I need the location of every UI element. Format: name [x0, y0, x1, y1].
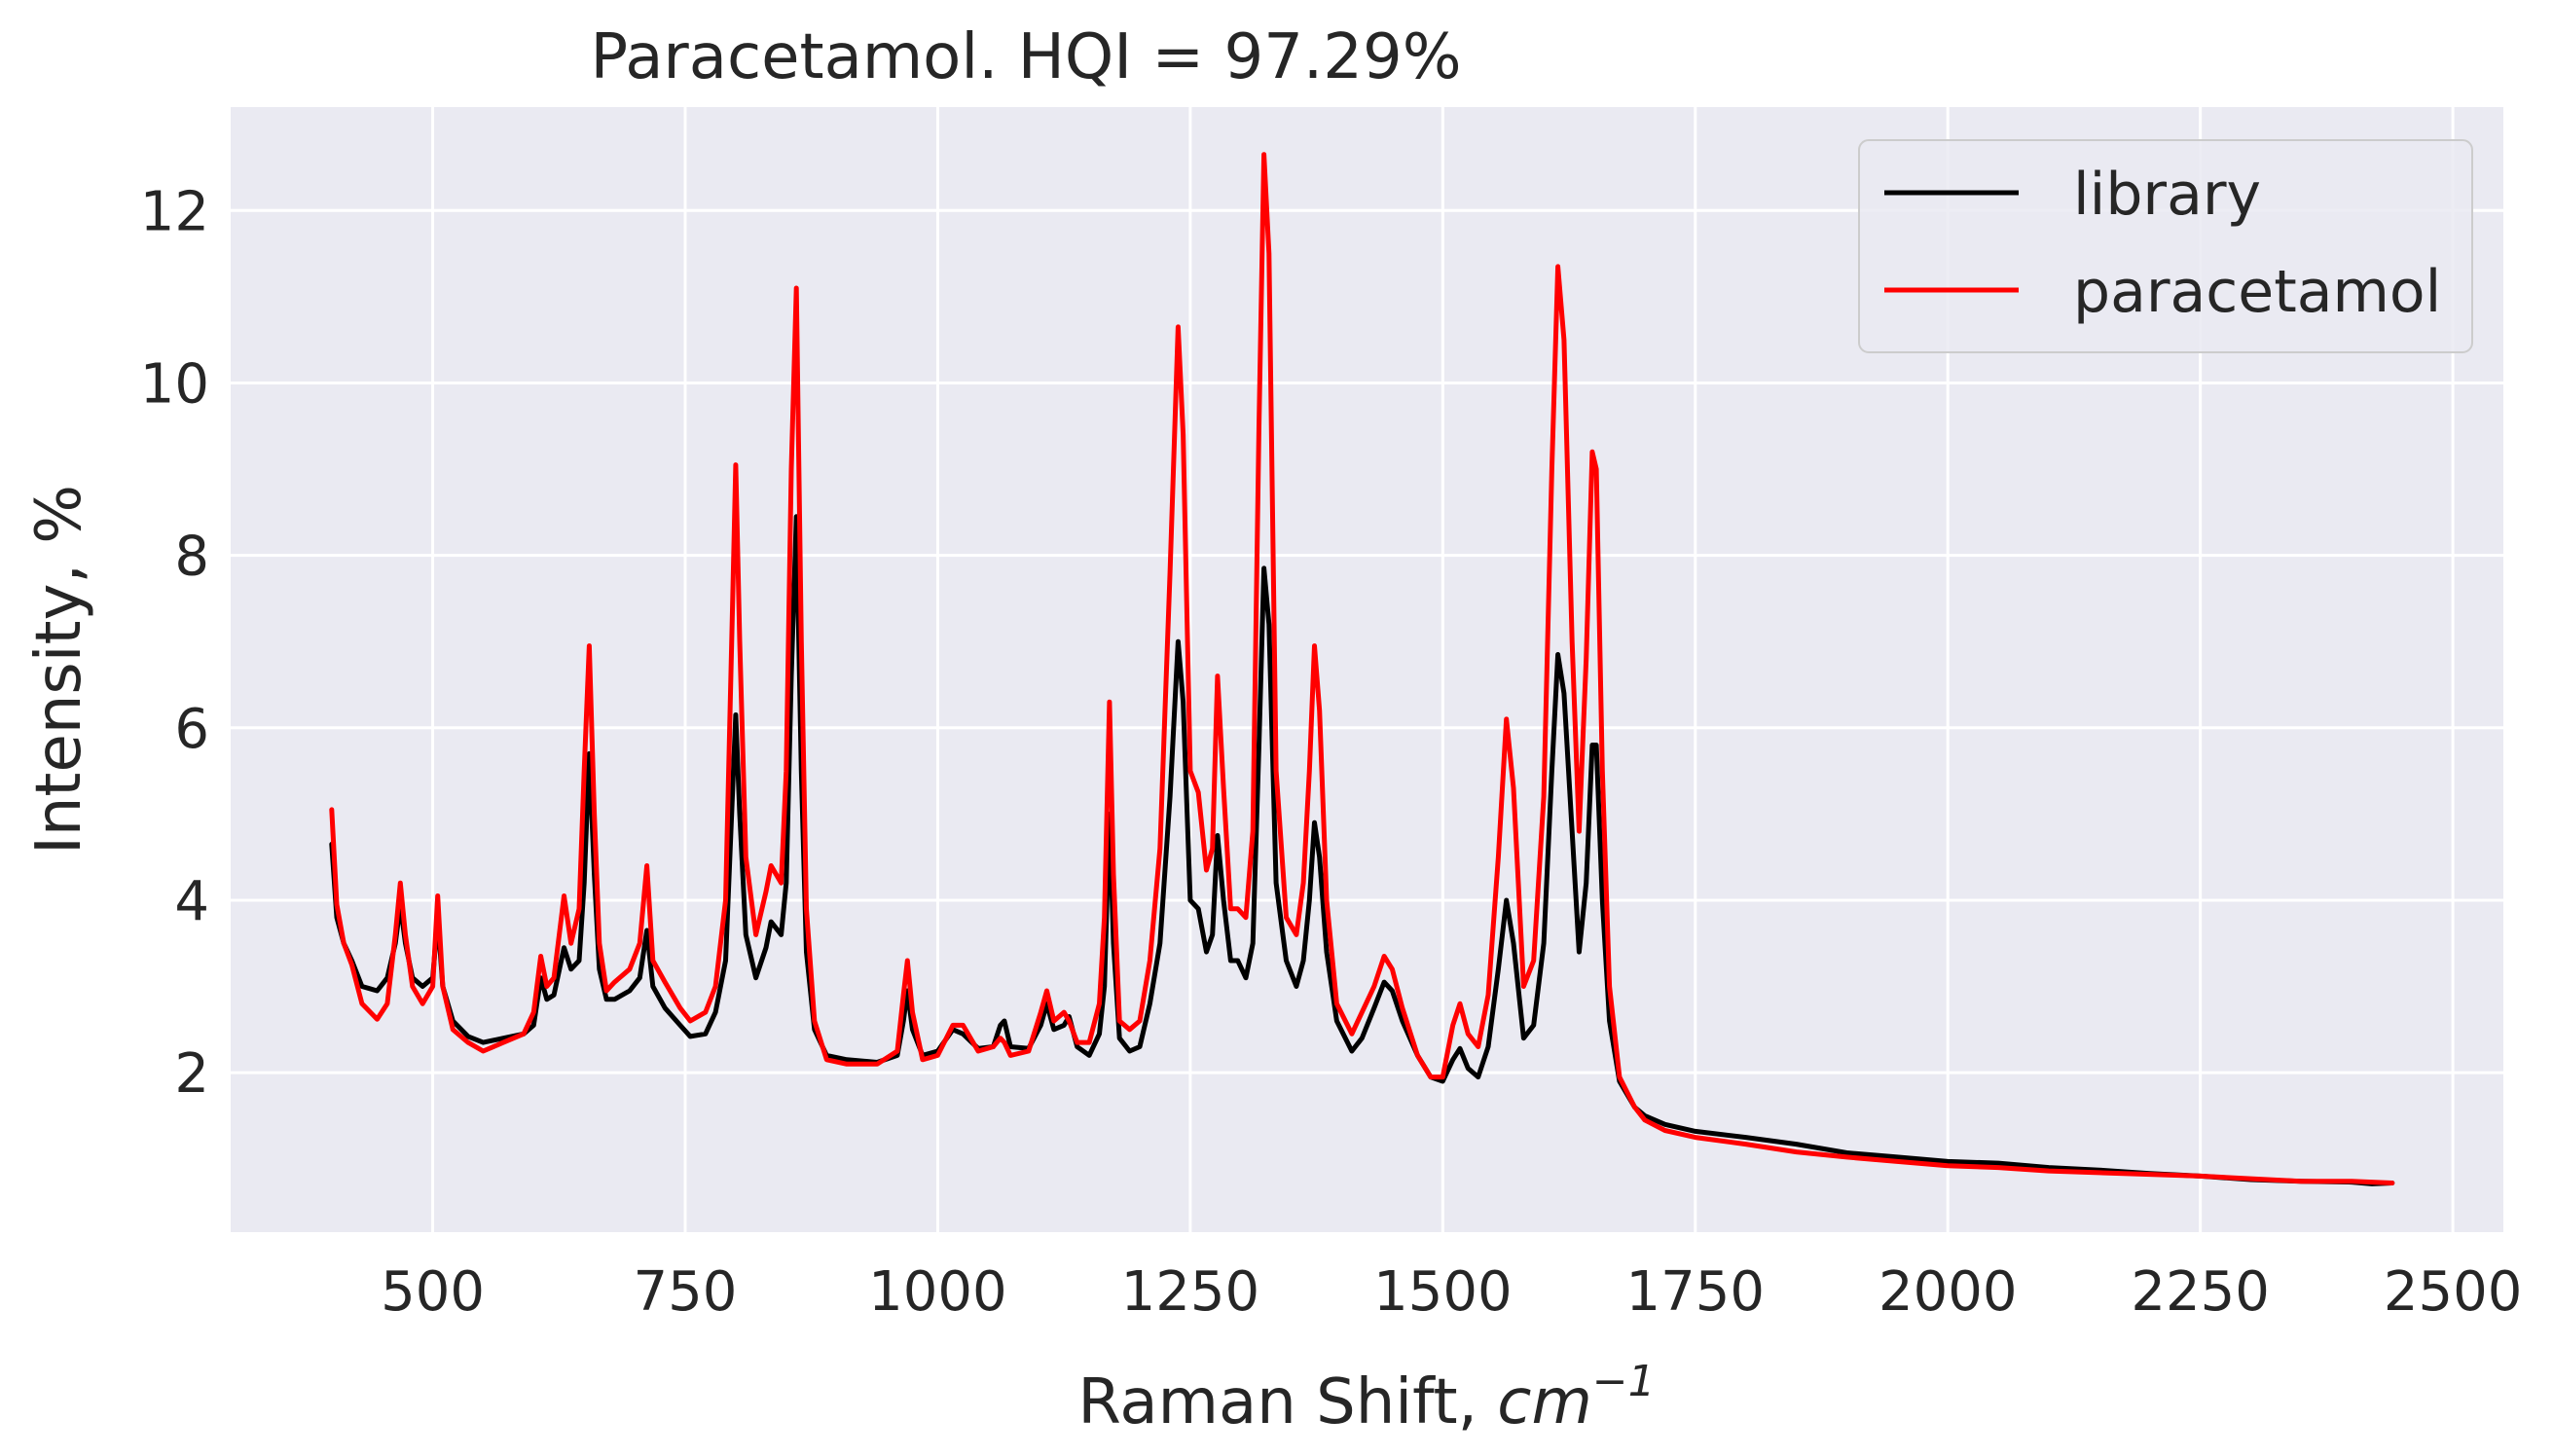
x-tick-label: 1500	[1373, 1260, 1513, 1324]
series-lines	[329, 152, 2395, 1186]
y-tick-labels: 2 4 6 8 10 12	[140, 180, 209, 1106]
y-axis-label: Intensity, %	[23, 485, 95, 855]
y-tick-label: 12	[140, 180, 209, 243]
x-tick-label: 2250	[2131, 1260, 2270, 1324]
y-tick-label: 4	[174, 870, 209, 933]
series-line-paracetamol	[329, 152, 2395, 1185]
x-tick-labels: 500 750 1000 1250 1500 1750 2000 2250 2500	[381, 1260, 2522, 1324]
x-tick-label: 1000	[868, 1260, 1007, 1324]
y-tick-label: 2	[174, 1042, 209, 1106]
x-tick-label: 750	[634, 1260, 738, 1324]
chart-title: Paracetamol. HQI = 97.29%	[590, 21, 1461, 93]
legend: library paracetamol	[1858, 139, 2473, 353]
x-tick-label: 2000	[1878, 1260, 2018, 1324]
legend-label-paracetamol: paracetamol	[2073, 258, 2441, 326]
x-tick-label: 500	[381, 1260, 485, 1324]
y-tick-label: 10	[140, 352, 209, 416]
x-axis-label-unit: cm	[1497, 1366, 1592, 1438]
y-tick-label: 8	[174, 526, 209, 589]
y-tick-label: 6	[174, 698, 209, 761]
x-tick-label: 1250	[1121, 1260, 1260, 1324]
x-axis-label-exponent: −1	[1592, 1357, 1656, 1406]
x-axis-label-text: Raman Shift,	[1077, 1366, 1497, 1438]
series-line-library	[329, 514, 2395, 1186]
legend-label-library: library	[2073, 161, 2261, 229]
x-tick-label: 1750	[1626, 1260, 1766, 1324]
x-tick-label: 2500	[2384, 1260, 2523, 1324]
x-axis-label: Raman Shift, cm−1	[1077, 1357, 1655, 1438]
